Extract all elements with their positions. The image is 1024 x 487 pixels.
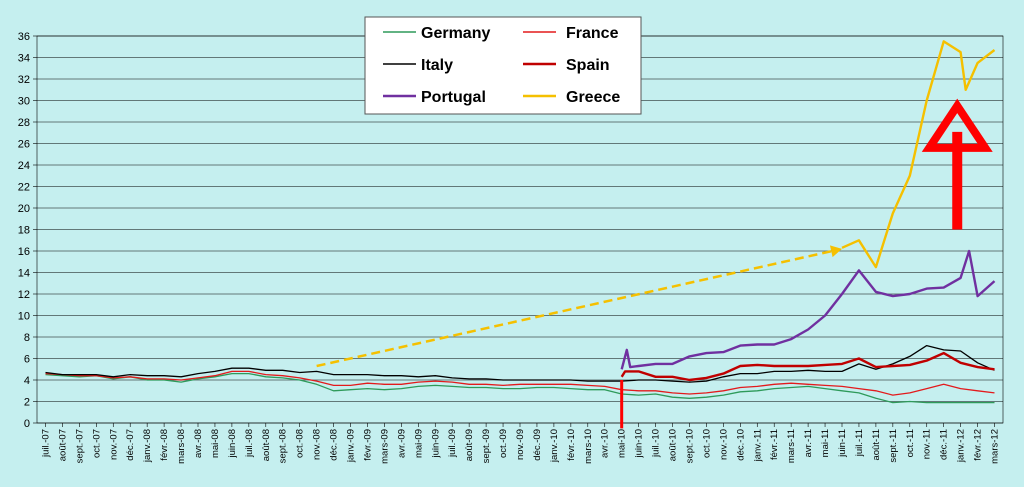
x-tick-label-43: févr.-11	[769, 429, 780, 460]
y-tick-label-2: 4	[24, 375, 30, 387]
legend-label-spain: Spain	[566, 57, 610, 74]
y-tick-label-3: 6	[24, 354, 30, 366]
y-tick-label-15: 30	[18, 96, 30, 108]
y-tick-label-12: 24	[18, 160, 30, 172]
x-tick-label-5: déc.-07	[125, 429, 136, 461]
legend-label-italy: Italy	[421, 57, 453, 74]
legend-label-france: France	[566, 25, 619, 42]
x-tick-label-48: juil.-11	[854, 429, 865, 457]
x-tick-label-27: oct.-09	[498, 429, 509, 458]
x-tick-label-47: juin-11	[837, 429, 848, 458]
x-tick-label-26: sept.-09	[481, 429, 492, 463]
x-tick-label-42: janv.-11	[752, 429, 763, 462]
x-tick-label-21: avr.-09	[396, 429, 407, 458]
y-tick-label-11: 22	[18, 182, 30, 194]
series-line-greece	[841, 40, 996, 269]
x-tick-label-36: juil.-10	[651, 429, 662, 458]
x-tick-label-2: sept.-07	[74, 429, 85, 463]
x-tick-label-49: août-11	[871, 429, 882, 461]
x-tick-label-46: mai-11	[820, 429, 831, 457]
x-tick-label-8: mars-08	[176, 429, 187, 464]
x-tick-label-33: avr.-10	[600, 429, 611, 458]
x-tick-label-29: déc.-09	[532, 429, 543, 461]
y-tick-label-8: 16	[18, 246, 30, 258]
y-tick-label-10: 20	[18, 203, 30, 215]
dashed-arrow-line	[316, 250, 832, 368]
y-tick-label-1: 2	[24, 397, 30, 409]
x-tick-label-1: août-07	[57, 429, 68, 461]
x-tick-label-56: mars-12	[990, 429, 1001, 464]
legend-label-portugal: Portugal	[421, 89, 486, 106]
up-arrow-head	[921, 98, 993, 152]
x-tick-label-24: juil.-09	[447, 429, 458, 458]
y-tick-label-16: 32	[18, 74, 30, 86]
x-tick-label-15: oct.-08	[295, 429, 306, 458]
x-tick-label-13: août-08	[261, 429, 272, 461]
y-tick-label-6: 12	[18, 289, 30, 301]
y-tick-label-18: 36	[18, 31, 30, 43]
y-tick-label-9: 18	[18, 225, 30, 237]
x-tick-label-50: sept.-11	[888, 429, 899, 463]
legend: Germany France Italy Spain Portugal Gree…	[364, 16, 642, 115]
x-tick-label-3: oct.-07	[91, 429, 102, 458]
x-tick-label-10: mai-08	[210, 429, 221, 458]
y-tick-label-13: 26	[18, 139, 30, 151]
legend-label-greece: Greece	[566, 89, 620, 106]
y-tick-label-17: 34	[18, 53, 30, 65]
x-tick-label-51: oct.-11	[905, 429, 916, 457]
x-tick-label-30: janv.-10	[549, 429, 560, 463]
x-tick-label-37: août-10	[668, 429, 679, 461]
x-tick-label-39: oct.-10	[701, 429, 712, 458]
series-line-germany	[45, 372, 995, 404]
x-tick-label-38: sept.-10	[684, 429, 695, 463]
x-tick-label-11: juin-08	[227, 429, 238, 459]
x-tick-label-25: août-09	[464, 429, 475, 461]
x-tick-label-31: févr.-10	[566, 429, 577, 461]
x-tick-label-14: sept.-08	[278, 429, 289, 463]
x-tick-label-35: juin-10	[634, 429, 645, 459]
x-tick-label-16: nov.-08	[312, 429, 323, 460]
x-tick-label-22: mai-09	[413, 429, 424, 458]
series-line-portugal	[620, 249, 996, 370]
y-tick-label-5: 10	[18, 311, 30, 323]
y-tick-label-7: 14	[18, 268, 30, 280]
x-tick-label-32: mars-10	[583, 429, 594, 464]
x-tick-label-53: déc.-11	[939, 429, 950, 460]
x-tick-label-52: nov.-11	[922, 429, 933, 459]
x-tick-label-41: déc.-10	[735, 429, 746, 461]
x-tick-label-7: févr.-08	[159, 429, 170, 461]
x-tick-label-0: juil.-07	[40, 429, 51, 458]
y-tick-label-14: 28	[18, 117, 30, 129]
x-tick-label-19: févr.-09	[362, 429, 373, 461]
x-tick-label-55: févr.-12	[973, 429, 984, 461]
x-tick-label-9: avr.-08	[193, 429, 204, 458]
series-lines	[45, 40, 996, 404]
x-tick-label-20: mars-09	[379, 429, 390, 464]
legend-label-germany: Germany	[421, 25, 490, 42]
y-tick-label-0: 0	[24, 418, 30, 430]
x-tick-label-54: janv.-12	[956, 429, 967, 463]
up-arrow-shaft	[952, 131, 963, 230]
x-tick-label-45: avr.-11	[803, 429, 814, 457]
x-tick-label-6: janv.-08	[142, 429, 153, 463]
x-tick-label-34: mai-10	[617, 429, 628, 458]
x-tick-label-28: nov.-09	[515, 429, 526, 460]
x-tick-label-4: nov.-07	[108, 429, 119, 460]
y-tick-label-4: 8	[24, 332, 30, 344]
x-tick-label-40: nov.-10	[718, 429, 729, 460]
series-line-italy	[45, 344, 995, 383]
x-tick-label-17: déc.-08	[329, 429, 340, 461]
series-line-france	[45, 370, 995, 396]
series-line-spain	[620, 351, 995, 382]
x-tick-label-12: juil.-08	[244, 429, 255, 458]
legend-box	[364, 16, 642, 115]
x-tick-label-44: mars-11	[786, 429, 797, 463]
annotations	[316, 98, 993, 429]
x-tick-label-18: janv.-09	[346, 429, 357, 463]
dashed-arrow-head	[829, 245, 842, 258]
x-axis-ticks: juil.-07 août-07 sept.-07 oct.-07 nov.-07 déc…	[40, 423, 1001, 464]
x-tick-label-23: juin-09	[430, 429, 441, 459]
